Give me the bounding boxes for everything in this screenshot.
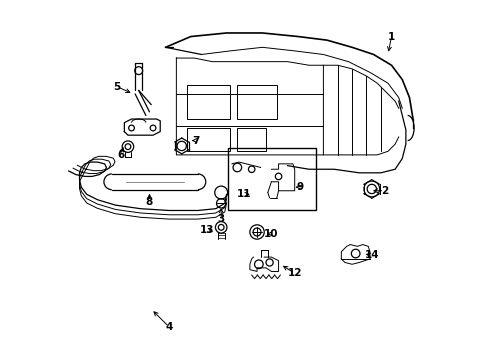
Text: 13: 13 bbox=[199, 225, 214, 235]
Bar bbox=[228, 148, 316, 211]
Text: 2: 2 bbox=[380, 186, 387, 196]
Text: 9: 9 bbox=[296, 182, 303, 192]
Bar bbox=[187, 128, 230, 151]
Bar bbox=[187, 85, 230, 119]
Text: 11: 11 bbox=[237, 189, 251, 199]
Text: 3: 3 bbox=[217, 215, 224, 224]
Text: 12: 12 bbox=[287, 268, 301, 278]
Text: 14: 14 bbox=[364, 250, 378, 260]
Bar bbox=[237, 85, 276, 119]
Text: 6: 6 bbox=[117, 150, 124, 160]
Text: 1: 1 bbox=[387, 32, 394, 41]
Text: 4: 4 bbox=[165, 322, 173, 332]
Bar bbox=[237, 128, 265, 151]
Text: 10: 10 bbox=[264, 229, 278, 239]
Text: 8: 8 bbox=[145, 197, 153, 207]
Text: 5: 5 bbox=[113, 82, 121, 92]
Text: 7: 7 bbox=[192, 136, 200, 145]
